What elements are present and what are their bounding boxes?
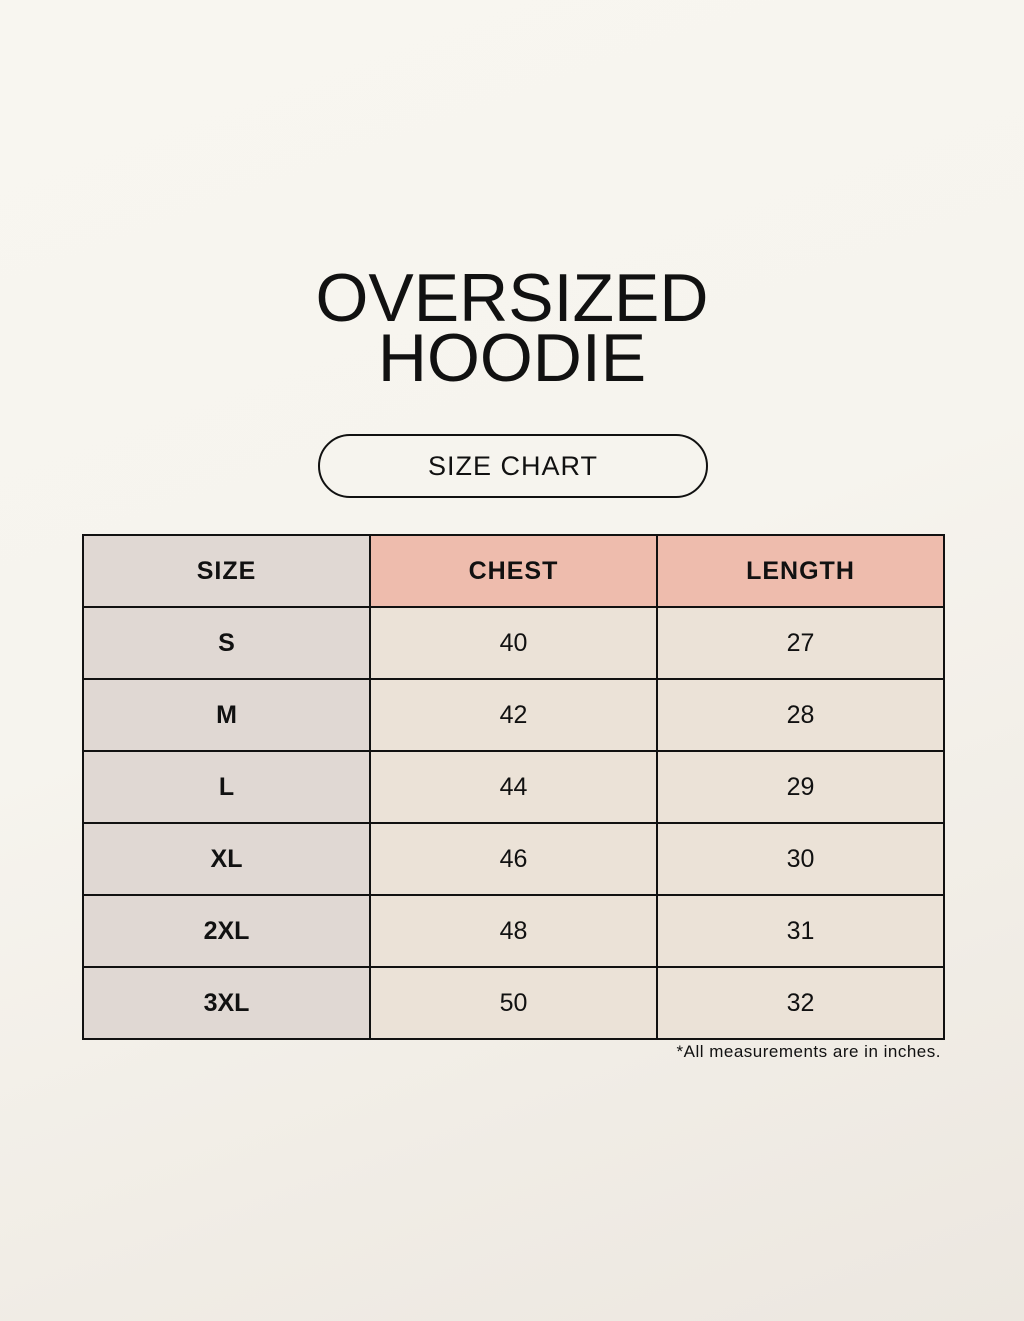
table-row: 3XL 50 32 bbox=[82, 966, 945, 1040]
length-cell: 31 bbox=[656, 894, 945, 968]
chest-cell: 40 bbox=[369, 606, 658, 680]
size-table: SIZE CHEST LENGTH S 40 27 M 42 28 L 44 29 XL 46 30 2… bbox=[82, 534, 945, 1040]
chest-cell: 44 bbox=[369, 750, 658, 824]
length-cell: 28 bbox=[656, 678, 945, 752]
length-cell: 27 bbox=[656, 606, 945, 680]
title-line-1: OVERSIZED bbox=[315, 260, 709, 336]
length-cell: 30 bbox=[656, 822, 945, 896]
size-cell: XL bbox=[82, 822, 371, 896]
table-row: M 42 28 bbox=[82, 678, 945, 752]
size-cell: 3XL bbox=[82, 966, 371, 1040]
table-row: XL 46 30 bbox=[82, 822, 945, 896]
size-cell: M bbox=[82, 678, 371, 752]
length-cell: 29 bbox=[656, 750, 945, 824]
size-cell: L bbox=[82, 750, 371, 824]
chest-cell: 48 bbox=[369, 894, 658, 968]
measurement-note: *All measurements are in inches. bbox=[676, 1042, 941, 1061]
size-cell: 2XL bbox=[82, 894, 371, 968]
header-chest: CHEST bbox=[369, 534, 658, 608]
chest-cell: 50 bbox=[369, 966, 658, 1040]
size-cell: S bbox=[82, 606, 371, 680]
title-line-2: HOODIE bbox=[377, 320, 647, 396]
header-size: SIZE bbox=[82, 534, 371, 608]
table-row: L 44 29 bbox=[82, 750, 945, 824]
header-row: SIZE CHEST LENGTH bbox=[82, 534, 945, 608]
header-length: LENGTH bbox=[656, 534, 945, 608]
table-row: 2XL 48 31 bbox=[82, 894, 945, 968]
chest-cell: 46 bbox=[369, 822, 658, 896]
chest-cell: 42 bbox=[369, 678, 658, 752]
size-chart-label: SIZE CHART bbox=[318, 434, 708, 498]
length-cell: 32 bbox=[656, 966, 945, 1040]
page-title: OVERSIZED HOODIE bbox=[0, 260, 1024, 396]
table-row: S 40 27 bbox=[82, 606, 945, 680]
